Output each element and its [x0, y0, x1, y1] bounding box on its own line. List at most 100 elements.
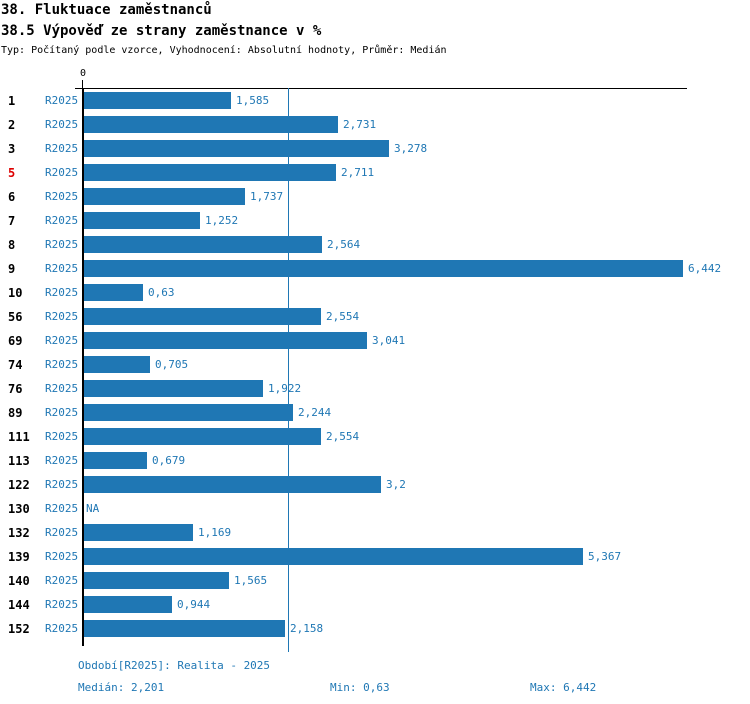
- chart-row: 111 R2025 2,554: [0, 425, 750, 449]
- bar: [84, 620, 285, 637]
- bar: [84, 116, 338, 133]
- row-period-label: R2025: [45, 142, 79, 155]
- chart-row: 113 R2025 0,679: [0, 449, 750, 473]
- row-id-label: 5: [8, 166, 16, 180]
- chart-row: 76 R2025 1,922: [0, 377, 750, 401]
- bar-value-label: 3,041: [372, 334, 406, 347]
- row-period-label: R2025: [45, 334, 79, 347]
- bar: [84, 476, 381, 493]
- row-period-label: R2025: [45, 478, 79, 491]
- row-period-label: R2025: [45, 190, 79, 203]
- row-period-label: R2025: [45, 526, 79, 539]
- row-period-label: R2025: [45, 454, 79, 467]
- chart-row: 132 R2025 1,169: [0, 521, 750, 545]
- chart-row: 152 R2025 2,158: [0, 617, 750, 641]
- row-period-label: R2025: [45, 118, 79, 131]
- chart-row: 69 R2025 3,041: [0, 329, 750, 353]
- x-axis-line: [75, 88, 687, 89]
- report-meta: Typ: Počítaný podle vzorce, Vyhodnocení:…: [1, 45, 447, 56]
- row-period-label: R2025: [45, 622, 79, 635]
- row-id-label: 140: [8, 574, 30, 588]
- row-period-label: R2025: [45, 214, 79, 227]
- row-period-label: R2025: [45, 598, 79, 611]
- chart-row: 89 R2025 2,244: [0, 401, 750, 425]
- bar-value-label: 1,252: [205, 214, 239, 227]
- bar: [84, 452, 147, 469]
- row-period-label: R2025: [45, 94, 79, 107]
- bar-value-label: 0,705: [155, 358, 189, 371]
- row-id-label: 132: [8, 526, 30, 540]
- row-period-label: R2025: [45, 406, 79, 419]
- row-id-label: 2: [8, 118, 16, 132]
- row-id-label: 1: [8, 94, 16, 108]
- chart-row: 130 R2025 NA: [0, 497, 750, 521]
- bar-value-label: 2,731: [343, 118, 377, 131]
- row-id-label: 144: [8, 598, 30, 612]
- row-id-label: 74: [8, 358, 23, 372]
- row-id-label: 76: [8, 382, 23, 396]
- chart-row: 9 R2025 6,442: [0, 257, 750, 281]
- bar-value-label: 2,244: [298, 406, 332, 419]
- bar: [84, 524, 193, 541]
- bar: [84, 212, 200, 229]
- chart-row: 3 R2025 3,278: [0, 137, 750, 161]
- row-id-label: 139: [8, 550, 30, 564]
- bar-value-label: 2,711: [341, 166, 375, 179]
- bar: [84, 164, 336, 181]
- row-id-label: 152: [8, 622, 30, 636]
- footer-max-label: Max: 6,442: [530, 681, 597, 694]
- chart-row: 10 R2025 0,63: [0, 281, 750, 305]
- chart-row: 5 R2025 2,711: [0, 161, 750, 185]
- x-axis-zero-label: 0: [79, 68, 87, 79]
- row-id-label: 3: [8, 142, 16, 156]
- bar-value-label: 0,679: [152, 454, 186, 467]
- report-title: 38. Fluktuace zaměstnanců: [1, 2, 212, 18]
- bar-value-label: 2,564: [327, 238, 361, 251]
- row-period-label: R2025: [45, 310, 79, 323]
- footer-min-label: Min: 0,63: [330, 681, 390, 694]
- bar-value-label: 1,565: [234, 574, 268, 587]
- median-line: [288, 88, 289, 652]
- row-id-label: 56: [8, 310, 23, 324]
- row-period-label: R2025: [45, 550, 79, 563]
- row-id-label: 6: [8, 190, 16, 204]
- bar: [84, 428, 321, 445]
- chart-row: 1 R2025 1,585: [0, 89, 750, 113]
- bar: [84, 356, 150, 373]
- chart-row: 7 R2025 1,252: [0, 209, 750, 233]
- row-period-label: R2025: [45, 238, 79, 251]
- row-period-label: R2025: [45, 502, 79, 515]
- bar: [84, 140, 389, 157]
- bar-value-label: 3,278: [394, 142, 428, 155]
- row-id-label: 7: [8, 214, 16, 228]
- bar: [84, 236, 322, 253]
- footer-median-label: Medián: 2,201: [78, 681, 165, 694]
- bar: [84, 308, 321, 325]
- footer-period-label: Období[R2025]: Realita - 2025: [78, 659, 271, 672]
- bar-value-label: 5,367: [588, 550, 622, 563]
- chart-row: 74 R2025 0,705: [0, 353, 750, 377]
- bar: [84, 572, 229, 589]
- bar: [84, 596, 172, 613]
- bar: [84, 92, 231, 109]
- row-id-label: 69: [8, 334, 23, 348]
- bar: [84, 380, 263, 397]
- bar: [84, 404, 293, 421]
- bar-value-label: 0,944: [177, 598, 211, 611]
- bar: [84, 332, 367, 349]
- bar: [84, 260, 683, 277]
- bar: [84, 548, 583, 565]
- bar-value-label: NA: [86, 502, 100, 515]
- bar: [84, 284, 143, 301]
- chart-row: 144 R2025 0,944: [0, 593, 750, 617]
- chart-row: 56 R2025 2,554: [0, 305, 750, 329]
- report-subtitle: 38.5 Výpověď ze strany zaměstnance v %: [1, 23, 322, 39]
- row-period-label: R2025: [45, 358, 79, 371]
- bar-value-label: 1,737: [250, 190, 284, 203]
- bar-value-label: 3,2: [386, 478, 406, 491]
- row-id-label: 111: [8, 430, 30, 444]
- row-period-label: R2025: [45, 286, 79, 299]
- bar-value-label: 2,158: [290, 622, 324, 635]
